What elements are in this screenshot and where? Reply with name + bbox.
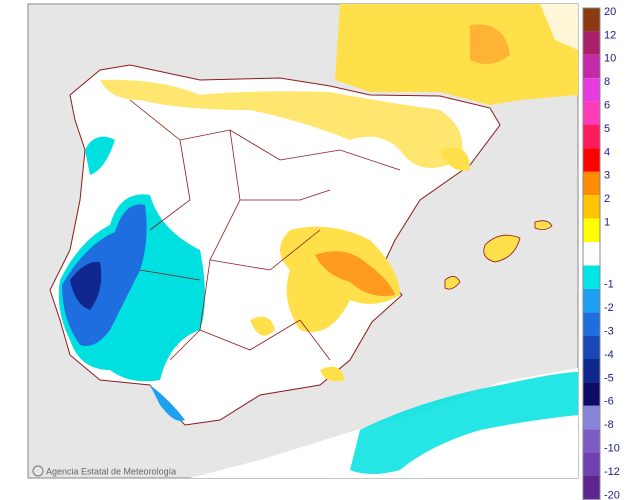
legend-swatch (583, 195, 600, 219)
legend-label: 20 (604, 6, 616, 18)
france (335, 4, 578, 105)
legend-label: -3 (604, 326, 614, 338)
legend-swatch (583, 8, 600, 32)
legend-swatch (583, 288, 600, 313)
france-east (540, 4, 578, 50)
legend-swatch (583, 78, 600, 102)
legend-label: 5 (604, 123, 610, 135)
legend-label: 3 (604, 170, 610, 182)
legend-label: -1 (604, 279, 614, 291)
legend-label: 6 (604, 100, 610, 112)
legend-label: -6 (604, 396, 614, 408)
legend-swatch (583, 125, 600, 149)
legend-label: -4 (604, 349, 614, 361)
africa-cold (350, 372, 578, 474)
borders (129, 99, 401, 361)
legend-swatch (583, 312, 600, 336)
legend-swatch (583, 335, 600, 359)
legend-swatch (583, 171, 600, 196)
warm-east (280, 226, 400, 332)
ibiza (444, 276, 461, 290)
credit: Agencia Estatal de Meteorología (46, 466, 176, 476)
legend-label: 4 (604, 146, 610, 158)
menorca (534, 220, 553, 230)
legend-swatch (583, 382, 600, 406)
legend-label: -12 (604, 466, 620, 478)
cold-north (85, 136, 115, 175)
legend-swatch (583, 218, 600, 242)
legend-swatch (583, 476, 600, 500)
legend-label: 2 (604, 193, 610, 205)
legend-label: -20 (604, 489, 620, 500)
cold-core (62, 204, 147, 346)
legend-swatch (583, 265, 600, 289)
legend-gap (583, 242, 600, 266)
legend-swatch (583, 452, 600, 476)
legend-label: -5 (604, 372, 614, 384)
legend-swatch (583, 359, 600, 383)
legend-swatch (583, 148, 600, 172)
legend-label: 12 (604, 29, 616, 41)
legend-label: 1 (604, 217, 610, 229)
legend-swatch (583, 405, 600, 430)
cold-south (150, 385, 185, 421)
cold-deep (70, 261, 102, 310)
legend-swatch (583, 429, 600, 453)
copyright-icon (32, 465, 44, 477)
france-warm (470, 24, 510, 64)
legend-label: -2 (604, 302, 614, 314)
hot-east (315, 251, 395, 297)
legend-frame (582, 7, 601, 500)
legend-swatch (583, 101, 600, 125)
legend-swatch (583, 31, 600, 55)
legend-label: -8 (604, 419, 614, 431)
legend-label: 10 (604, 53, 616, 65)
legend: 20 12 10 8 6 5 4 3 2 1 -1 -2 -3 -4 -5 -6 -8 -10 -12 -20 (582, 6, 620, 500)
mallorca (483, 234, 521, 263)
legend-label: 8 (604, 76, 610, 88)
legend-label: -10 (604, 443, 620, 455)
legend-swatch (583, 54, 600, 79)
map: Agencia Estatal de Meteorología (27, 3, 579, 479)
warm-north (100, 79, 463, 168)
